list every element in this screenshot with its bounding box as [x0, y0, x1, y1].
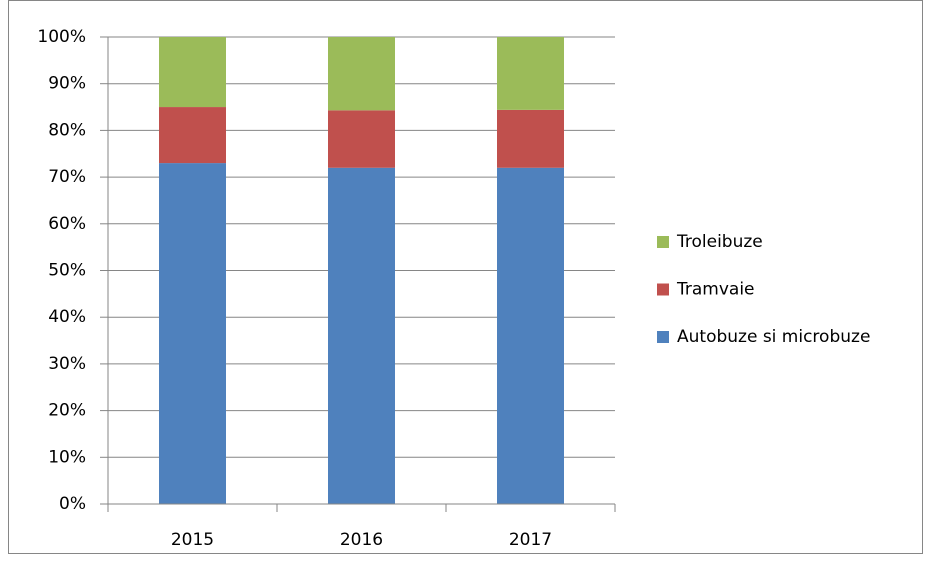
bar-segment: [328, 110, 395, 168]
y-tick-label: 50%: [48, 261, 86, 281]
bar-segment: [159, 107, 226, 164]
y-tick-label: 10%: [48, 447, 86, 467]
y-tick-label: 30%: [48, 354, 86, 374]
bar-segment: [497, 37, 564, 110]
bar-segment: [497, 167, 564, 504]
x-tick-label: 2015: [171, 530, 214, 550]
y-tick-label: 60%: [48, 214, 86, 234]
legend-label: Tramvaie: [676, 280, 755, 300]
y-tick-label: 90%: [48, 74, 86, 94]
bar-segment: [328, 167, 395, 504]
legend-swatch: [657, 236, 669, 248]
legend-label: Troleibuze: [676, 232, 763, 252]
bar-segment: [328, 37, 395, 111]
y-tick-label: 20%: [48, 401, 86, 421]
x-tick-label: 2016: [340, 530, 383, 550]
legend-label: Autobuze si microbuze: [677, 327, 870, 347]
bar-segment: [159, 37, 226, 108]
bar-segment: [159, 163, 226, 504]
legend-swatch: [657, 331, 669, 343]
y-tick-label: 80%: [48, 120, 86, 140]
legend-swatch: [657, 283, 669, 296]
y-tick-label: 70%: [48, 167, 86, 187]
x-tick-label: 2017: [509, 530, 552, 550]
bar-segment: [497, 109, 564, 168]
y-tick-label: 0%: [59, 494, 86, 514]
y-tick-label: 40%: [48, 307, 86, 327]
y-tick-label: 100%: [37, 27, 86, 47]
